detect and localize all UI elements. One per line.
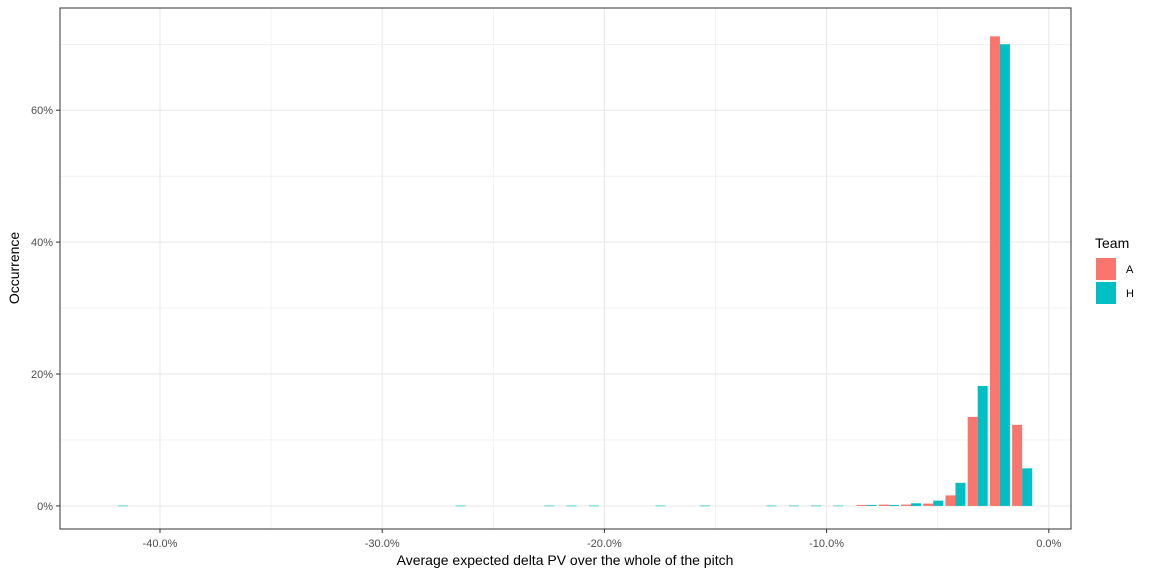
y-tick-label: 40% <box>31 237 53 249</box>
bar-a <box>901 504 912 506</box>
bar-h <box>911 503 922 506</box>
x-axis-ticks: -40.0% -30.0% -20.0% -10.0% 0.0% <box>143 529 1062 550</box>
y-tick-label: 60% <box>31 105 53 117</box>
bar-h <box>888 504 899 506</box>
bar-a <box>989 36 1000 506</box>
legend: Team AH <box>1095 235 1134 304</box>
bar-h <box>766 505 777 507</box>
minor-gridlines <box>60 8 1071 529</box>
plot-panel-border <box>59 7 1072 530</box>
bar-h <box>544 505 555 507</box>
x-tick-label: -30.0% <box>365 538 400 550</box>
bar-h <box>955 482 966 506</box>
x-tick-label: -20.0% <box>587 538 622 550</box>
bar-a <box>923 503 934 506</box>
y-tick-label: 0% <box>37 501 53 513</box>
bar-h <box>699 505 710 507</box>
bar-a <box>945 495 956 506</box>
bars <box>117 36 1033 507</box>
plot-panel-background <box>60 8 1071 529</box>
legend-label-h: H <box>1126 288 1134 300</box>
legend-title: Team <box>1095 235 1129 251</box>
bar-h <box>655 505 666 507</box>
legend-label-a: A <box>1126 264 1134 276</box>
bar-h <box>833 505 844 507</box>
x-axis-title: Average expected delta PV over the whole… <box>397 552 734 568</box>
bar-h <box>588 505 599 507</box>
bar-h <box>866 504 877 506</box>
bar-h <box>977 385 988 506</box>
legend-key-h <box>1096 282 1116 304</box>
y-axis-ticks: 0% 20% 40% 60% <box>31 105 60 513</box>
legend-key-a <box>1096 258 1116 280</box>
x-tick-label: -40.0% <box>143 538 178 550</box>
bar-a <box>967 416 978 506</box>
bar-h <box>788 505 799 507</box>
y-axis-title: Occurrence <box>6 232 22 305</box>
bar-h <box>1022 468 1033 506</box>
bar-h <box>933 500 944 506</box>
bar-h <box>566 505 577 507</box>
bar-a <box>856 504 867 506</box>
bar-h <box>811 505 822 507</box>
bar-a <box>878 504 889 506</box>
bar-a <box>1012 424 1023 506</box>
x-tick-label: -10.0% <box>809 538 844 550</box>
bar-h <box>117 505 128 507</box>
bar-h <box>455 505 466 507</box>
bar-h <box>999 44 1010 506</box>
y-tick-label: 20% <box>31 369 53 381</box>
x-tick-label: 0.0% <box>1036 538 1061 550</box>
